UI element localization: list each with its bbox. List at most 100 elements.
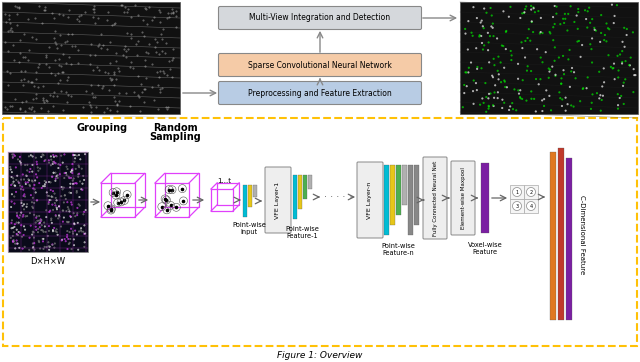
Point — [501, 28, 511, 34]
Point — [153, 82, 163, 88]
Point — [560, 16, 570, 22]
Point — [137, 89, 147, 95]
Point — [51, 153, 61, 159]
Point — [511, 108, 522, 113]
Circle shape — [513, 202, 522, 210]
Point — [12, 214, 22, 219]
Point — [40, 157, 51, 163]
Point — [582, 25, 593, 30]
Point — [467, 33, 477, 39]
Point — [589, 27, 600, 33]
Point — [6, 225, 17, 231]
Point — [131, 2, 141, 8]
Point — [22, 204, 32, 210]
Point — [477, 18, 487, 24]
Point — [550, 73, 561, 79]
Point — [44, 179, 54, 185]
Point — [134, 108, 145, 113]
Point — [493, 54, 504, 59]
Bar — [524, 199, 538, 213]
Point — [531, 76, 541, 82]
Point — [36, 154, 47, 160]
Point — [5, 164, 15, 170]
Point — [35, 224, 45, 230]
Point — [557, 103, 567, 109]
Point — [17, 234, 28, 240]
Point — [155, 68, 165, 74]
Point — [531, 109, 541, 114]
Bar — [408, 165, 413, 235]
Point — [112, 108, 122, 114]
Point — [31, 155, 41, 161]
Point — [472, 15, 482, 21]
Point — [619, 25, 629, 31]
Point — [472, 87, 482, 93]
Point — [483, 39, 493, 45]
Point — [74, 194, 84, 200]
Point — [596, 30, 606, 36]
Point — [167, 6, 177, 12]
Point — [550, 58, 560, 64]
Point — [504, 14, 514, 20]
Point — [12, 22, 22, 28]
Point — [155, 19, 165, 25]
Point — [500, 84, 510, 90]
Point — [52, 175, 63, 181]
Point — [488, 21, 498, 26]
Point — [52, 93, 62, 99]
Point — [56, 193, 67, 199]
Point — [585, 20, 595, 26]
Text: VFE Layer-1: VFE Layer-1 — [275, 181, 280, 219]
Point — [148, 97, 159, 103]
Point — [602, 21, 612, 26]
Point — [499, 8, 509, 14]
Point — [34, 239, 44, 245]
Point — [94, 42, 104, 47]
Point — [65, 185, 76, 190]
Text: 1...t: 1...t — [217, 178, 231, 184]
Bar — [510, 199, 524, 213]
Point — [14, 245, 24, 251]
Bar — [3, 118, 637, 346]
Point — [52, 172, 63, 178]
Point — [38, 228, 48, 233]
Point — [77, 166, 87, 172]
Point — [483, 96, 493, 101]
Bar — [308, 175, 312, 189]
Point — [612, 91, 623, 97]
Point — [116, 3, 127, 8]
Point — [62, 219, 72, 225]
Point — [44, 209, 54, 215]
Point — [28, 162, 38, 168]
Point — [526, 89, 536, 94]
Point — [58, 160, 68, 165]
Point — [12, 173, 22, 178]
Bar — [396, 165, 401, 215]
Point — [63, 219, 74, 225]
Point — [164, 59, 175, 64]
Point — [44, 239, 54, 245]
Point — [46, 216, 56, 222]
Bar — [558, 148, 564, 320]
Text: Feature-1: Feature-1 — [286, 233, 318, 239]
Point — [44, 44, 54, 50]
Point — [49, 28, 60, 34]
Point — [62, 246, 72, 252]
Point — [499, 100, 509, 106]
Point — [0, 39, 10, 45]
Point — [602, 38, 612, 44]
Point — [467, 30, 477, 35]
Point — [14, 215, 24, 221]
Point — [113, 200, 123, 206]
Point — [40, 7, 51, 13]
Point — [613, 68, 623, 73]
Point — [58, 69, 68, 75]
Point — [488, 33, 499, 39]
Point — [108, 190, 118, 195]
Point — [67, 202, 77, 207]
Point — [21, 173, 31, 178]
Point — [19, 206, 29, 212]
Point — [49, 191, 60, 197]
Point — [29, 240, 40, 246]
Point — [515, 87, 525, 93]
